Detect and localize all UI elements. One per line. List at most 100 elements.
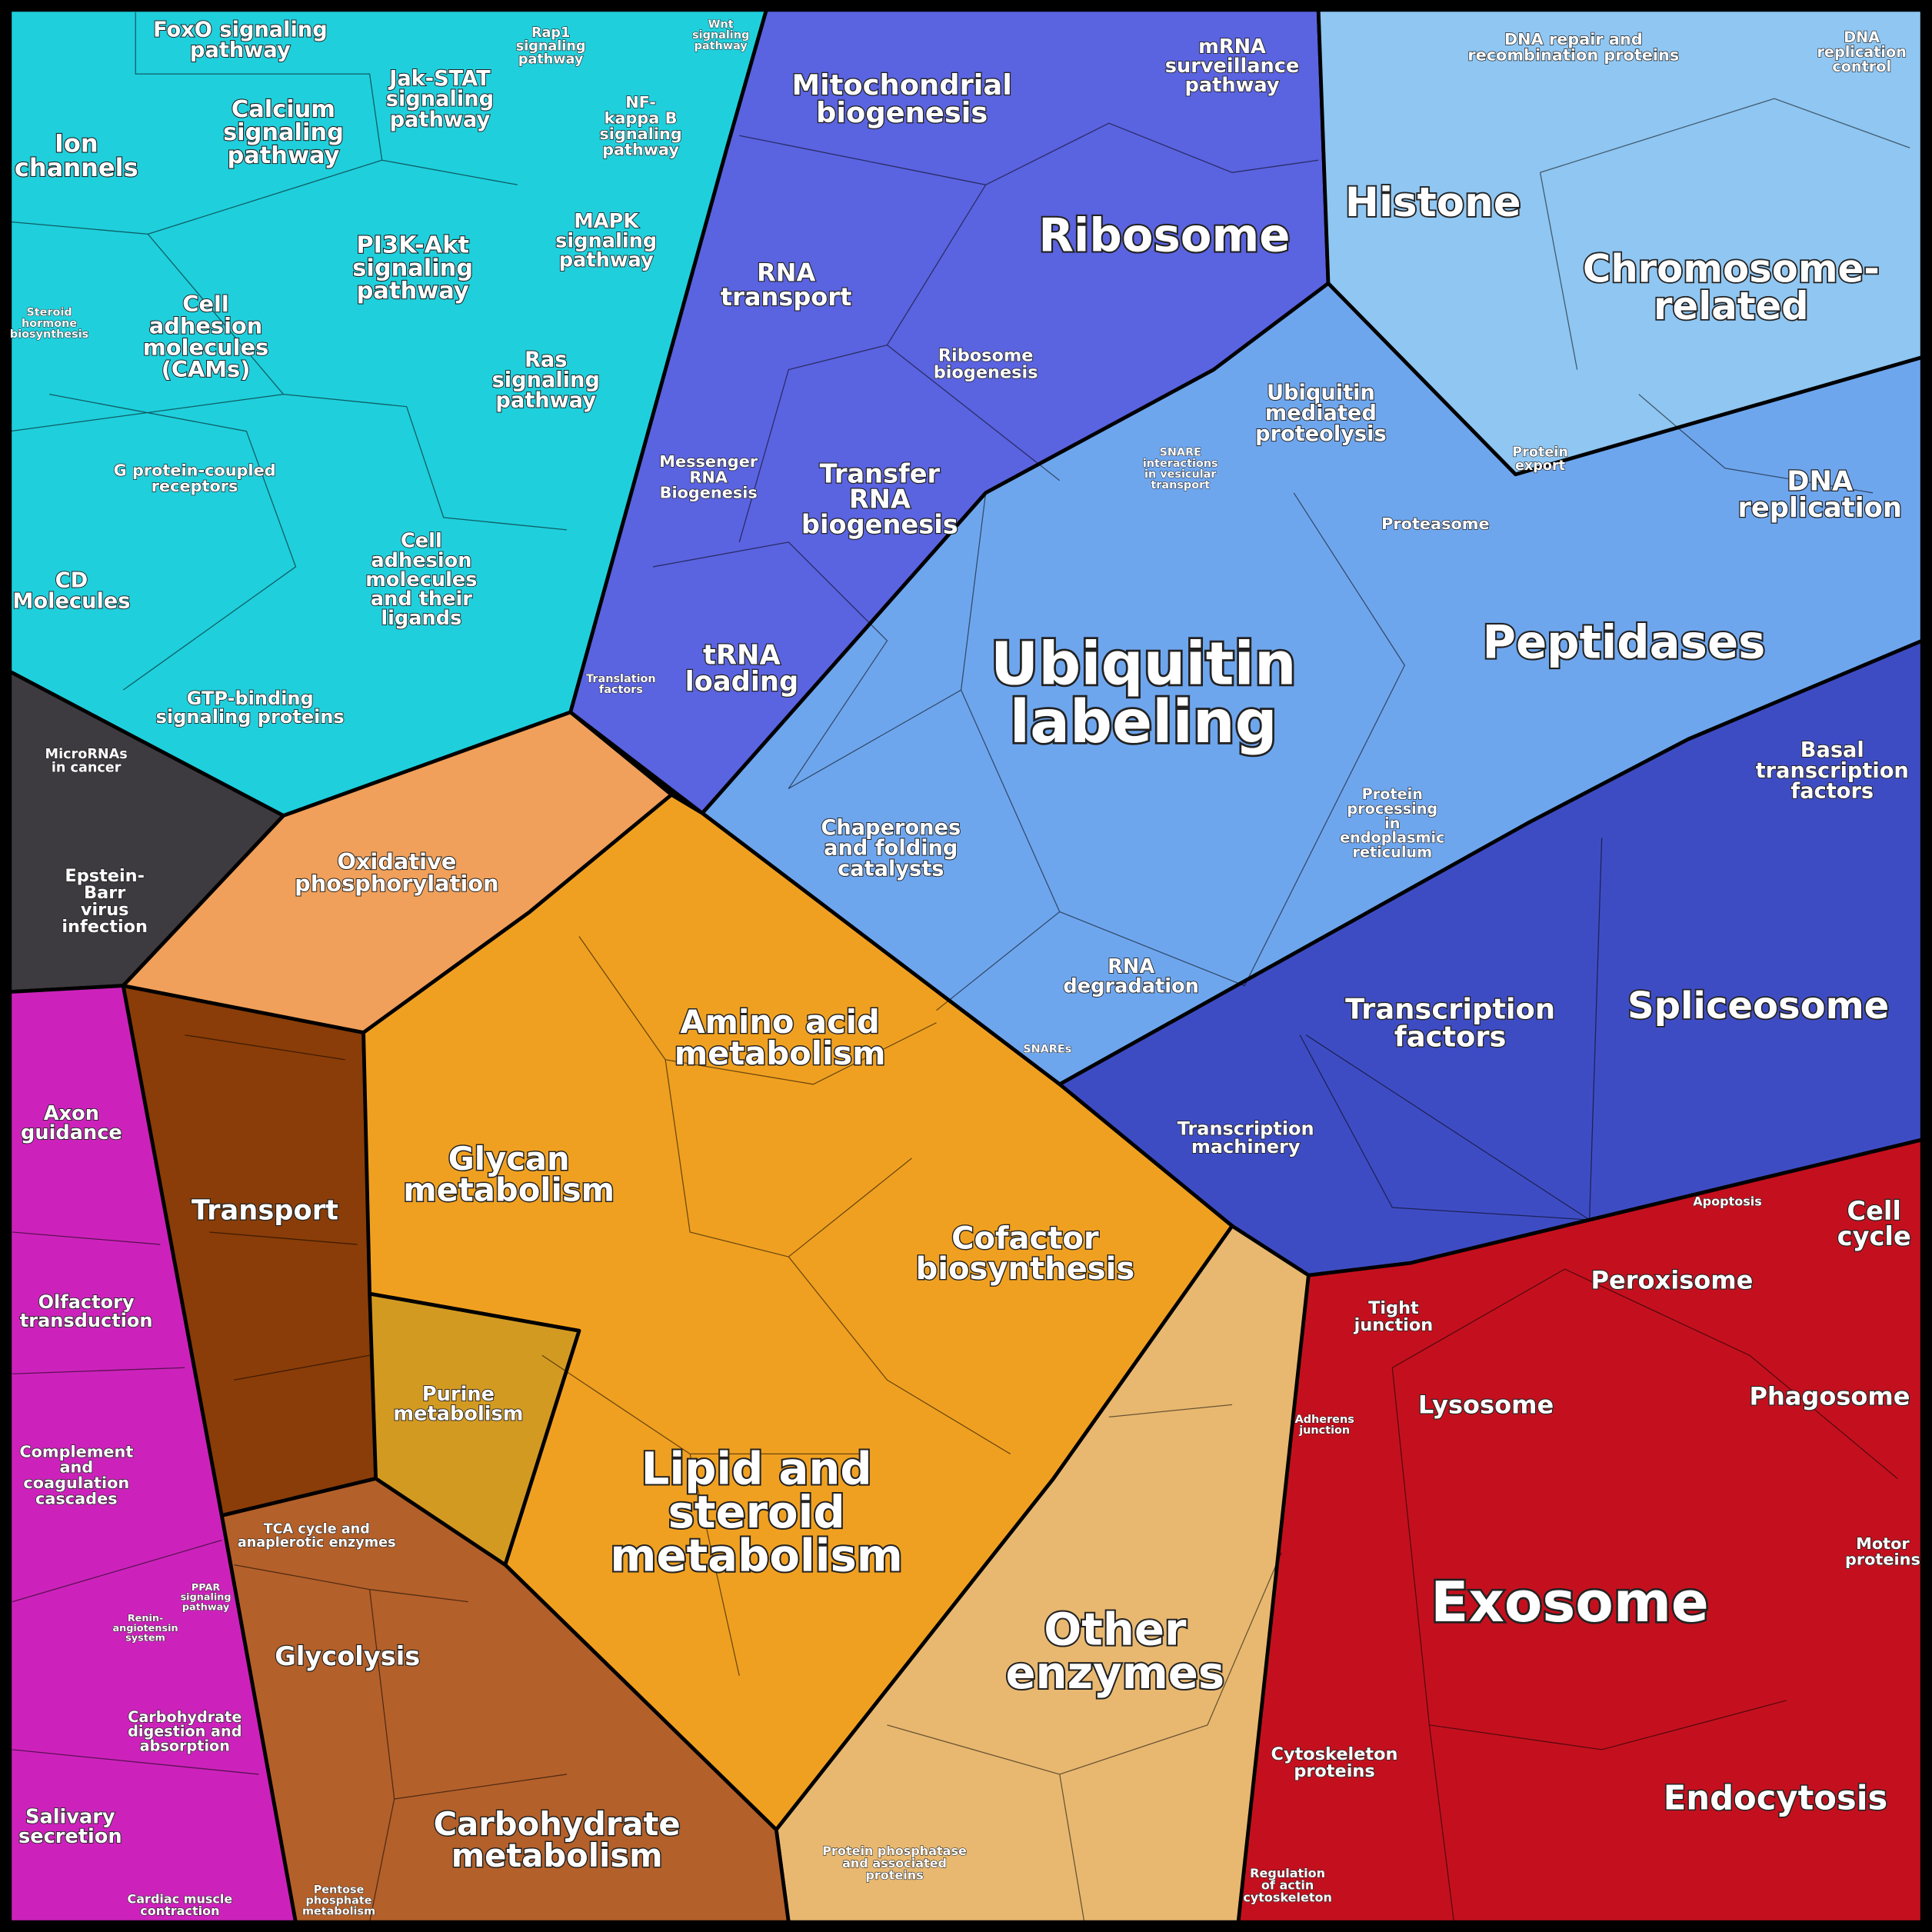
label-line: RNA [849,485,911,515]
label-line: transcription [1756,759,1909,783]
label-line: of actin [1261,1878,1314,1893]
cell-line [1391,1268,1898,1923]
label-line: biogenesis [801,510,958,540]
region-label: Ribosome [1038,209,1290,262]
label-line: Adherens [1295,1414,1354,1426]
region-label: RNA degradation [1063,955,1199,998]
label-line: Cell [182,291,228,317]
label-line: Ras [525,348,568,371]
label-line: replication [1737,492,1902,524]
label-line: Salivary [25,1806,115,1829]
region-label: Glycolysis [275,1641,420,1671]
label-line: biosynthesis [916,1251,1135,1287]
region-label: Salivary secretion [18,1806,122,1848]
region-label: Tight junction [1354,1298,1434,1335]
label-line: MAPK [574,210,639,233]
label-line: RNA [757,258,815,288]
label-line: phosphorylation [295,870,498,896]
label-line: pathway [1185,74,1280,97]
label-line: reticulum [1352,844,1432,861]
label-line: Messenger [659,452,758,471]
label-line: RNA [689,468,728,486]
region-label: Cell cycle [1837,1196,1911,1251]
label-line: Molecules [12,589,130,613]
label-line: SNAREs [1023,1043,1071,1055]
label-line: Endocytosis [1664,1780,1888,1818]
region-label: Peroxisome [1591,1266,1754,1295]
label-line: Carbohydrate [128,1708,242,1726]
region-label: Protein phosphatase and associated protein… [822,1844,967,1882]
region-label: Ribosome biogenesis [934,345,1038,382]
label-line: adhesion [149,312,263,338]
label-line: DNA [1844,28,1880,46]
region-label: Other enzymes [1005,1604,1224,1700]
region-label: MicroRNAs in cancer [45,747,128,775]
label-line: Protein [1362,785,1423,803]
region-label: Jak-STAT signaling pathway [386,67,494,132]
label-line: Epstein- [65,866,145,886]
label-line: secretion [18,1825,122,1848]
label-line: absorption [140,1737,230,1754]
label-line: proteins [1294,1761,1374,1781]
region-label: Spliceosome [1627,984,1889,1028]
region-label: Transcription factors [1345,993,1555,1054]
label-line: Tight [1368,1298,1419,1318]
label-line: PPAR [192,1582,220,1594]
label-line: Jak-STAT [388,67,491,91]
region-label: Lysosome [1418,1391,1554,1420]
cell-line [1539,98,1910,494]
cell-line [9,12,568,691]
region-label: Cell adhesion molecules and their ligands [365,530,477,630]
label-line: MicroRNAs [45,747,128,762]
region-label: DNA replication [1737,465,1902,524]
region-label: Peptidases [1483,615,1766,668]
label-line: loading [685,666,799,698]
label-line: Protein [1512,445,1568,460]
label-line: GTP-binding [187,688,314,709]
region-label: Transport [192,1195,338,1227]
cell-line [788,492,1406,1011]
label-line: steroid [668,1486,845,1538]
label-line: Ribosome [938,345,1034,365]
label-line: export [1515,458,1566,474]
label-line: cytoskeleton [1243,1890,1332,1904]
label-line: G protein-coupled [114,461,276,480]
region-label: TCA cycle and anaplerotic enzymes [238,1522,396,1551]
label-line: factors [599,684,643,696]
region-label: Messenger RNA Biogenesis [659,452,758,502]
label-line: surveillance [1165,55,1300,78]
label-line: Renin- [128,1613,163,1624]
label-line: RNA [1108,955,1154,978]
region-label: Basal transcription factors [1756,738,1909,803]
label-line: Calcium [232,96,335,123]
region-label: Epstein-Barr virus infection [62,866,148,937]
region-label: Amino acid metabolism [675,1003,886,1072]
region-label: SNARE interactions in vesicular transport [1143,447,1218,491]
label-line: machinery [1191,1136,1301,1158]
region-label: mRNA surveillance pathway [1165,35,1300,97]
label-line: Purine [422,1383,495,1406]
cell-line [234,1564,568,1923]
label-line: Cell [1847,1196,1901,1226]
label-line: molecules [365,568,477,591]
label-line: Glycan [448,1140,570,1178]
label-line: signaling [599,125,681,143]
label-line: cycle [1837,1221,1911,1251]
region-label: Renin-angiotensin system [112,1613,178,1644]
label-line: anaplerotic enzymes [238,1535,396,1551]
label-line: Barr [84,883,125,903]
label-line: Wnt [708,18,734,31]
label-line: contraction [140,1904,219,1918]
label-line: Other [1044,1604,1187,1656]
region-label: Calcium signaling pathway [223,96,344,169]
region-label: SNAREs [1023,1043,1071,1055]
label-line: labeling [1010,688,1277,757]
label-line: cascades [35,1490,118,1508]
label-line: angiotensin [112,1623,178,1634]
region-label: Rap1 signaling pathway [516,25,586,68]
label-line: signaling [555,229,657,252]
region-label: Translation factors [586,673,656,696]
label-line: related [1654,284,1809,328]
label-line: signaling [692,29,749,42]
